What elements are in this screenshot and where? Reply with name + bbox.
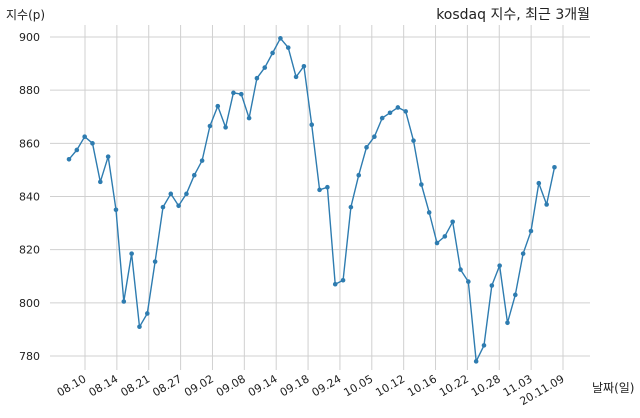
data-point [223,125,228,130]
data-point [74,147,80,153]
data-point [113,207,119,213]
data-point [184,191,189,197]
data-point [105,154,111,159]
x-tick-label: 10.28 [469,372,503,399]
data-point [199,158,205,163]
x-tick-label: 09.08 [214,372,248,399]
data-point [254,75,260,81]
x-tick-label: 08.21 [118,372,152,399]
data-point [278,36,283,41]
y-tick-label: 800 [19,297,40,310]
data-point [160,204,166,210]
data-point [419,182,424,187]
data-point [207,123,213,129]
x-tick-label: 10.16 [405,372,439,399]
data-point [387,110,393,116]
data-point [145,311,150,316]
data-point [481,343,487,348]
x-tick-label: 10.22 [437,372,471,399]
data-point [434,240,440,246]
data-point [411,138,416,143]
data-point [497,263,502,268]
data-point [246,115,252,121]
data-point [520,251,526,256]
grid-lines [50,25,590,370]
data-point [356,172,362,178]
data-point [348,204,354,210]
y-tick-label: 780 [19,350,40,363]
y-tick-label: 840 [19,191,40,204]
data-point [379,115,385,121]
data-point [489,283,495,288]
data-point [450,219,455,225]
data-point [191,172,197,178]
x-tick-label: 08.10 [55,372,89,399]
data-point [505,320,510,326]
data-point [340,277,346,283]
data-point [466,279,471,284]
series-layer [66,36,557,364]
data-point [301,63,307,69]
data-point [364,145,369,150]
y-tick-label: 860 [19,137,40,150]
x-tick-label: 08.27 [150,372,184,399]
data-point [293,74,299,80]
data-point [332,281,338,287]
chart-title: kosdaq 지수, 최근 3개월 [436,7,590,23]
x-axis-label: 날짜(일) [592,381,634,395]
data-point [325,184,330,190]
x-tick-label: 09.14 [246,372,280,399]
data-point [426,210,432,215]
data-point [90,141,95,146]
x-tick-label: 09.24 [310,372,344,399]
x-tick-label: 09.02 [182,372,216,399]
y-tick-label: 820 [19,244,40,257]
data-point [137,324,142,330]
x-tick-label: 10.05 [342,372,376,399]
x-tick-label: 08.14 [87,372,121,399]
data-point [82,134,87,139]
data-point [528,228,534,234]
data-point [129,251,134,256]
data-point [442,234,448,239]
data-point [395,105,401,110]
data-point [309,122,315,128]
data-point [215,103,221,109]
data-point [66,156,72,162]
data-point [458,267,463,272]
y-axis-label: 지수(p) [6,8,45,22]
data-point [270,50,275,56]
data-point [513,292,518,298]
data-point [262,65,268,70]
y-axis-ticks: 780 800 820 840 860 880 900 [19,31,40,363]
series-line [68,37,556,362]
data-point [473,359,479,364]
x-tick-label: 10.12 [373,372,407,399]
data-point [121,299,127,304]
data-point [238,91,244,97]
data-point [536,180,542,186]
data-point [552,164,557,170]
data-point [176,203,181,209]
x-axis-ticks: 08.1008.1408.2108.2709.0209.0809.1409.18… [55,372,567,408]
data-point [168,191,174,197]
data-point [372,134,377,139]
x-tick-label: 09.18 [278,372,312,399]
data-point [403,109,408,114]
data-point [317,187,322,193]
data-point [231,90,236,96]
data-point [152,259,158,264]
data-point [544,202,549,207]
data-point [98,179,103,185]
data-point [285,45,291,50]
y-tick-label: 900 [19,31,40,44]
y-tick-label: 880 [19,84,40,97]
